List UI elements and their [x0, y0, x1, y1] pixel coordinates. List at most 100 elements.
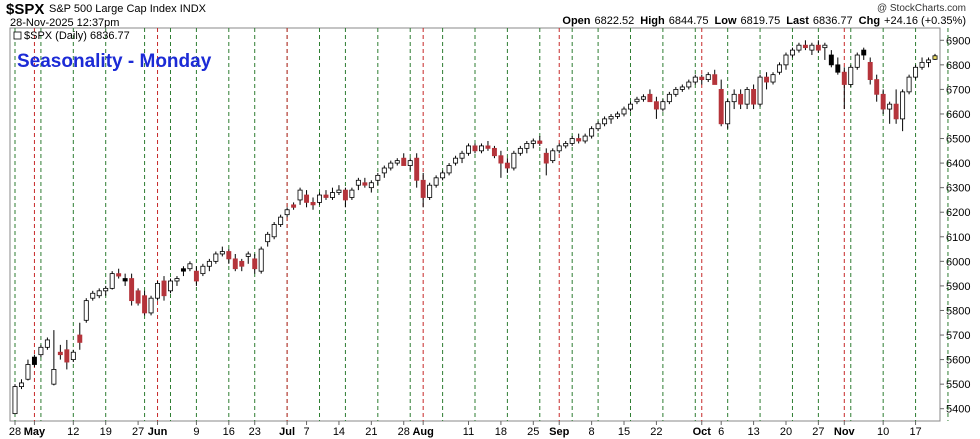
x-day-label: 28	[9, 426, 21, 438]
quote-label: Low	[714, 15, 737, 27]
candle-body	[511, 152, 517, 169]
x-day-label: 14	[333, 426, 345, 438]
x-day-label: 23	[249, 426, 261, 438]
candle-body	[809, 44, 815, 51]
candle-body	[440, 172, 446, 179]
candle-body	[414, 157, 420, 181]
candle-body	[155, 283, 161, 299]
candle-body	[887, 103, 893, 110]
candle-body	[219, 251, 225, 255]
symbol-name: S&P 500 Large Cap Index INDX	[49, 3, 206, 15]
candle-body	[44, 339, 50, 348]
candle-body	[705, 74, 711, 80]
y-tick-label: 6400	[946, 158, 970, 170]
candle-body	[841, 71, 847, 85]
candle-body	[96, 290, 102, 297]
candle-body	[433, 177, 439, 186]
candle-body	[783, 54, 789, 66]
candle-body	[628, 103, 633, 110]
quote-high: High 6844.75	[640, 15, 708, 27]
candle-body	[537, 140, 543, 144]
x-day-label: 27	[812, 426, 824, 438]
candle-body	[278, 216, 284, 225]
candle-body	[744, 89, 750, 105]
x-day-label: 18	[495, 426, 507, 438]
candle-body	[252, 258, 258, 270]
candle-body	[913, 66, 919, 78]
candle-body	[828, 54, 834, 66]
candle-body	[569, 138, 575, 144]
candle-body	[692, 76, 698, 83]
candle-body	[634, 98, 640, 103]
x-day-label: 17	[909, 426, 921, 438]
candle-body	[142, 295, 148, 314]
candle-body	[880, 93, 886, 110]
x-day-label: 28	[398, 426, 410, 438]
candle-body	[258, 248, 264, 272]
candle-body	[245, 253, 251, 257]
x-day-label: 13	[747, 426, 759, 438]
candle-body	[556, 145, 562, 152]
chart-datetime: 28-Nov-2025 12:37pm	[10, 17, 120, 29]
quote-value: 6836.77	[812, 15, 853, 27]
candle-body	[317, 194, 322, 203]
exchange-label: INDX	[179, 3, 206, 15]
candle-body	[576, 138, 582, 142]
candle-body	[193, 270, 199, 282]
candle-body	[524, 143, 530, 149]
x-day-label: 7	[303, 426, 309, 438]
candle-body	[355, 179, 361, 186]
y-tick-label: 6000	[946, 256, 970, 268]
candle-body	[284, 209, 290, 216]
candle-body	[932, 55, 938, 60]
candle-body	[38, 346, 44, 356]
candle-body	[420, 179, 426, 198]
x-day-label: 8	[589, 426, 595, 438]
candle-body	[919, 61, 925, 68]
candle-body	[310, 201, 316, 206]
candle-body	[485, 145, 491, 149]
candle-body	[602, 118, 608, 125]
candle-body	[180, 268, 186, 272]
quote-label: Chg	[858, 15, 881, 27]
candle-body	[31, 356, 37, 365]
candle-body	[394, 160, 400, 164]
candle-body	[673, 89, 679, 95]
x-day-label: 22	[650, 426, 662, 438]
candle-body	[90, 292, 96, 299]
candle-body	[51, 369, 57, 385]
candle-body	[77, 334, 83, 343]
candle-body	[491, 147, 497, 157]
candle-body	[427, 184, 433, 198]
candle-body	[323, 194, 329, 198]
candle-body	[388, 162, 394, 169]
candle-body	[206, 260, 212, 267]
candle-body	[466, 145, 471, 154]
candle-body	[660, 101, 666, 110]
candle-body	[226, 251, 232, 260]
x-day-label: 25	[527, 426, 539, 438]
candle-body	[764, 76, 770, 83]
candle-body	[161, 280, 167, 297]
quote-label: High	[640, 15, 665, 27]
candle-body	[479, 145, 484, 152]
candle-body	[926, 59, 931, 63]
candle-body	[615, 113, 621, 117]
candle-body	[459, 152, 465, 159]
candle-body	[738, 93, 744, 105]
candle-body	[135, 290, 141, 304]
candle-body	[265, 233, 271, 243]
x-month-label: Sep	[549, 426, 569, 438]
candle-body	[874, 79, 880, 95]
candle-body	[232, 258, 238, 270]
y-tick-label: 6200	[946, 207, 970, 219]
y-tick-label: 5400	[946, 404, 970, 416]
x-day-label: 12	[67, 426, 79, 438]
candle-body	[25, 364, 31, 380]
x-day-label: 11	[463, 426, 474, 438]
candle-body	[757, 76, 763, 105]
x-month-label: Aug	[412, 426, 433, 438]
candle-body	[725, 101, 731, 125]
candle-body	[802, 44, 808, 49]
